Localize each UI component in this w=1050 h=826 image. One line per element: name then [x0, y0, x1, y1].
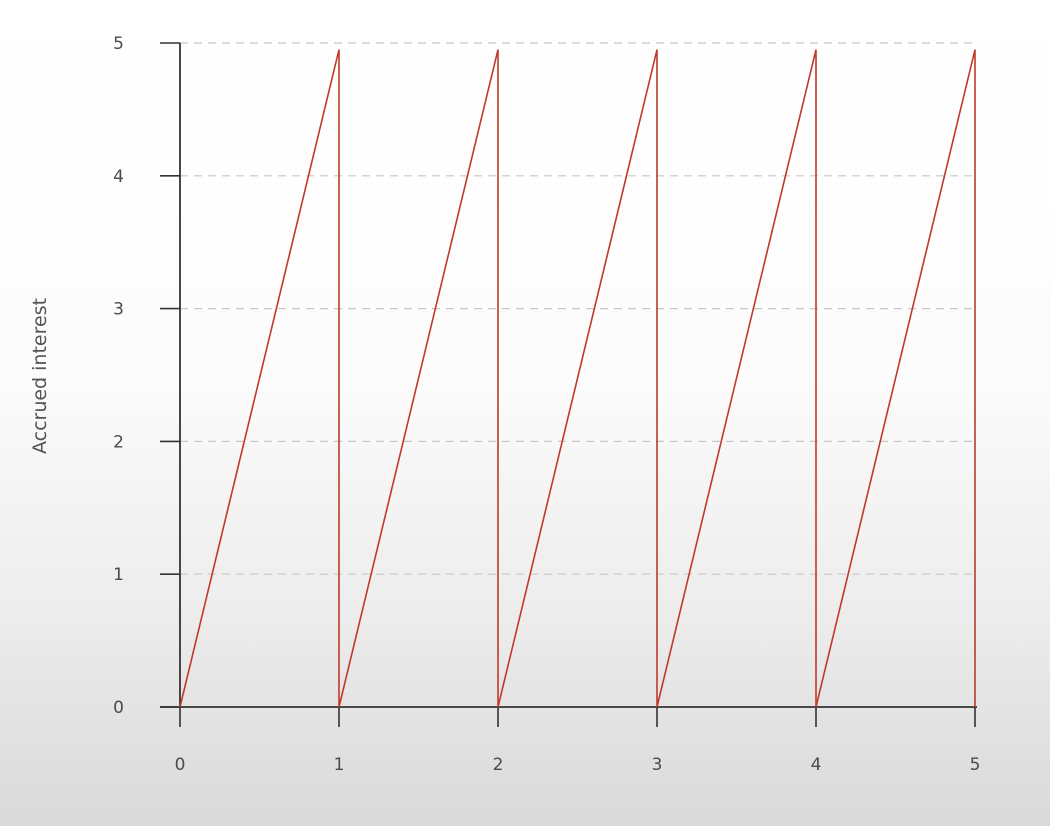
series-layer — [179, 49, 976, 708]
x-tick-label-3: 3 — [652, 755, 663, 775]
x-tick-label-2: 2 — [493, 755, 504, 775]
series-line-0 — [179, 49, 976, 708]
y-tick-label-0: 0 — [113, 698, 124, 718]
y-axis-title: Accrued interest — [29, 298, 51, 454]
y-tick-label-3: 3 — [113, 300, 124, 320]
x-tick-label-0: 0 — [175, 755, 186, 775]
x-tick-label-4: 4 — [811, 755, 822, 775]
y-tick-label-5: 5 — [113, 34, 124, 54]
y-tick-label-4: 4 — [113, 167, 124, 187]
y-tick-label-2: 2 — [113, 432, 124, 452]
gridlines — [180, 42, 975, 575]
tick-labels: 0 1 2 3 4 5 0 1 2 3 4 5 — [113, 34, 980, 775]
axes — [160, 42, 977, 727]
y-tick-label-1: 1 — [113, 565, 124, 585]
x-tick-label-5: 5 — [970, 755, 981, 775]
x-tick-label-1: 1 — [334, 755, 345, 775]
